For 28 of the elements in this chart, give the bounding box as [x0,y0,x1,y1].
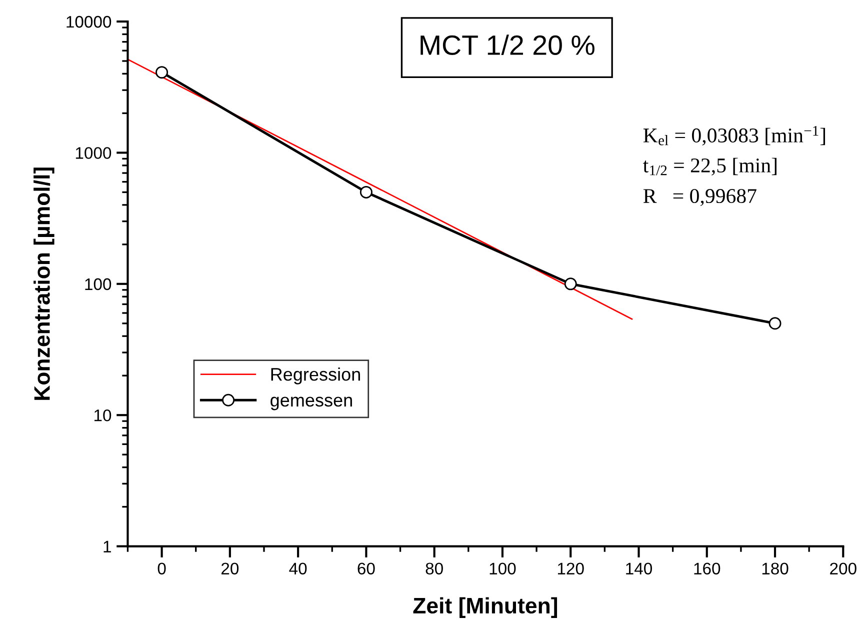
x-tick-label: 160 [694,562,720,574]
x-tick-label: 80 [426,562,443,574]
y-tick-label: 100 [85,278,112,290]
x-tick-label: 40 [289,562,307,574]
y-tick-label: 1000 [76,147,112,159]
x-tick-label: 0 [158,562,166,574]
x-tick-label: 20 [222,562,239,574]
x-tick-label: 100 [490,562,516,574]
legend-label: Regression [271,368,360,384]
point [768,317,782,330]
y-tick-label: 10 [94,409,112,422]
x-tick-label: 140 [626,562,652,574]
x-tick-label: 120 [558,562,584,574]
point [360,186,372,198]
legend-label: gemessen [270,396,352,410]
point [564,278,577,290]
x-tick-label: 60 [358,562,375,574]
chart-title: MCT 1/2 20 % [420,34,594,56]
annotation: K$_{el}$ = 0,03083 [min$^{−1}$] [643,126,826,146]
x-tick-label: 200 [830,562,856,574]
y-tick-label: 10000 [66,16,112,28]
y-axis-title: Konzentration [µmol/l] [34,168,54,400]
x-tick-label: 180 [762,562,788,574]
x-axis-title: Zeit [Minuten] [413,597,558,618]
annotation: R = 0,99687 [643,188,756,206]
point [156,66,168,79]
annotation: t$_{1/2}$ = 22,5 [min] [643,158,776,176]
y-tick-label: 1 [104,540,111,552]
